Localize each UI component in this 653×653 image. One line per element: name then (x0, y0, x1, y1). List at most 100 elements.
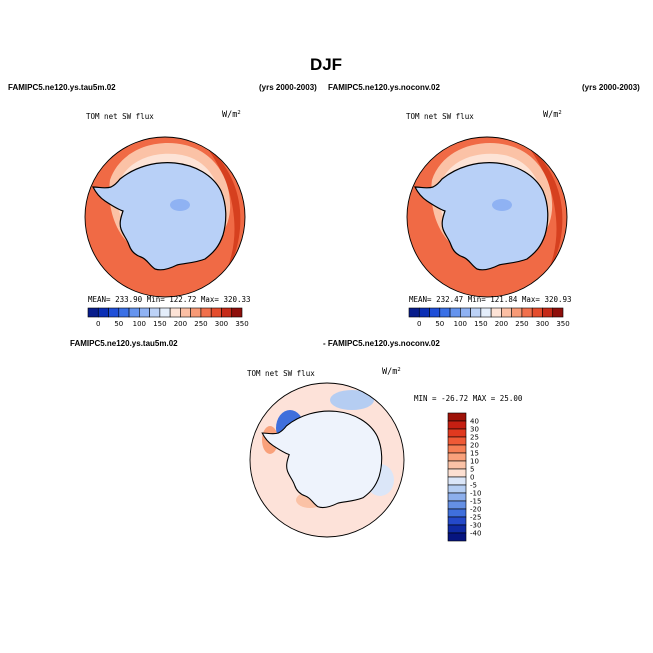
panel-c-map-rim (249, 382, 405, 538)
panel-a-colorbar-box-5 (139, 307, 150, 318)
bottom-case-b-label: - FAMIPC5.ne120.ys.noconv.02 (323, 339, 440, 348)
panel-a-colorbar-box-10 (190, 307, 202, 318)
panel-b-title: TOM net SW flux (406, 112, 474, 121)
panel-a-colorbar: 0 50 100 150 200 250 300 350 (87, 307, 249, 328)
panel-c-colorbar-box-0 (447, 412, 467, 422)
panel-a-colorbar-tick-7: 350 (235, 320, 248, 328)
panel-c-colorbar-box-14 (447, 524, 467, 534)
panel-b-map-rim (406, 136, 568, 298)
panel-a-colorbar-tick-2: 100 (133, 320, 146, 328)
panel-c-colorbar-tick-14: -40 (470, 530, 481, 538)
panel-c-colorbar-box-3 (447, 436, 467, 446)
panel-a-colorbar-box-7 (159, 307, 171, 318)
panel-c-units: W/m2 (382, 367, 401, 377)
panel-b-units: W/m2 (543, 110, 562, 120)
panel-b-colorbar-tick-2: 100 (454, 320, 467, 328)
panel-c-colorbar-tick-0: 40 (470, 418, 479, 426)
panel-a-colorbar-box-6 (149, 307, 161, 318)
panel-c-colorbar-box-8 (447, 476, 467, 486)
panel-b-ice-low (492, 199, 512, 211)
panel-c-map (250, 383, 404, 537)
panel-c-colorbar-tick-2: 25 (470, 434, 479, 442)
panel-c-colorbar-box-1 (447, 420, 467, 430)
panel-b-colorbar-tick-6: 300 (536, 320, 549, 328)
panel-c-colorbar-tick-3: 20 (470, 442, 479, 450)
panel-a-colorbar-tick-1: 50 (114, 320, 123, 328)
panel-c-colorbar-tick-13: -30 (470, 522, 481, 530)
panel-c-colorbar-box-15 (447, 532, 467, 542)
panel-c-colorbar-tick-12: -25 (470, 514, 481, 522)
panel-c-colorbar-tick-6: 5 (470, 466, 474, 474)
panel-b-colorbar-tick-1: 50 (435, 320, 444, 328)
panel-c-stats: MIN = -26.72 MAX = 25.00 (414, 394, 523, 403)
panel-b-map (407, 137, 567, 297)
figure-title: DJF (310, 55, 342, 74)
panel-b-colorbar-tick-7: 350 (556, 320, 569, 328)
panel-c-colorbar-box-6 (447, 460, 467, 470)
panel-c-colorbar-box-11 (447, 500, 467, 510)
panel-c: TOM net SW flux W/m2 MIN = -26.72 MAX = … (247, 367, 523, 542)
panel-c-colorbar-box-12 (447, 508, 467, 518)
panel-c-colorbar-tick-9: -10 (470, 490, 481, 498)
panel-a-colorbar-tick-5: 250 (194, 320, 207, 328)
panel-a-colorbar-tick-6: 300 (215, 320, 228, 328)
panel-a-colorbar-box-9 (180, 307, 191, 318)
panel-b-colorbar-box-2 (429, 307, 441, 318)
panel-b-colorbar-box-10 (511, 307, 523, 318)
panel-c-colorbar-box-7 (447, 468, 467, 478)
panel-b-east-band (527, 145, 563, 278)
panel-c-colorbar-box-10 (447, 492, 467, 502)
panel-c-title: TOM net SW flux (247, 369, 315, 378)
panel-c-colorbar-tick-10: -15 (470, 498, 481, 506)
panel-a-colorbar-box-0 (87, 307, 99, 318)
panel-b-colorbar: 0 50 100 150 200 250 300 350 (408, 307, 570, 328)
panel-a: TOM net SW flux W/m2 MEAN= 233.90 Min= 1… (84, 110, 251, 328)
panel-a-ice-low (170, 199, 190, 211)
panel-b-colorbar-box-0 (408, 307, 420, 318)
panel-a-colorbar-tick-4: 200 (174, 320, 187, 328)
panel-b-colorbar-box-11 (521, 307, 533, 318)
panel-a-colorbar-box-13 (221, 307, 233, 318)
panel-c-colorbar-tick-5: 10 (470, 458, 479, 466)
panel-a-colorbar-tick-0: 0 (96, 320, 100, 328)
panel-b-colorbar-box-7 (480, 307, 492, 318)
panel-c-colorbar-tick-8: -5 (470, 482, 477, 490)
panel-b-colorbar-box-14 (552, 307, 564, 318)
panel-c-colorbar-box-2 (447, 428, 467, 438)
panel-a-east-band (205, 145, 241, 278)
panel-b-colorbar-box-6 (470, 307, 482, 318)
panel-b-colorbar-box-5 (460, 307, 471, 318)
panel-a-colorbar-box-1 (97, 307, 109, 318)
panel-a-colorbar-box-14 (231, 307, 243, 318)
panel-c-colorbar-box-13 (447, 516, 467, 526)
panel-a-colorbar-box-3 (118, 307, 130, 318)
panel-a-colorbar-tick-3: 150 (153, 320, 166, 328)
panel-c-colorbar-tick-1: 30 (470, 426, 479, 434)
panel-a-colorbar-box-8 (169, 307, 181, 318)
panel-c-blue-patch-2 (330, 390, 374, 410)
panel-a-colorbar-box-4 (128, 307, 140, 318)
top-left-years-label: (yrs 2000-2003) (259, 83, 317, 92)
panel-b-stats: MEAN= 232.47 Min= 121.84 Max= 320.93 (409, 295, 572, 304)
panel-b-colorbar-box-9 (501, 307, 512, 318)
panel-c-colorbar-tick-7: 0 (470, 474, 474, 482)
panel-c-colorbar-box-5 (447, 452, 467, 462)
panel-b: TOM net SW flux W/m2 MEAN= 232.47 Min= 1… (406, 110, 572, 328)
panel-b-colorbar-box-8 (490, 307, 502, 318)
panel-a-map (85, 137, 245, 297)
panel-c-colorbar-box-9 (447, 484, 467, 494)
panel-a-title: TOM net SW flux (86, 112, 154, 121)
panel-b-colorbar-box-1 (418, 307, 430, 318)
panel-b-colorbar-tick-3: 150 (474, 320, 487, 328)
panel-a-colorbar-box-2 (108, 307, 120, 318)
panel-b-colorbar-box-13 (542, 307, 554, 318)
panel-b-colorbar-box-4 (449, 307, 461, 318)
panel-c-colorbar-tick-4: 15 (470, 450, 479, 458)
top-left-case-label: FAMIPC5.ne120.ys.tau5m.02 (8, 83, 116, 92)
panel-b-colorbar-tick-5: 250 (515, 320, 528, 328)
panel-b-colorbar-tick-4: 200 (495, 320, 508, 328)
top-right-case-label: FAMIPC5.ne120.ys.noconv.02 (328, 83, 440, 92)
panel-a-stats: MEAN= 233.90 Min= 122.72 Max= 320.33 (88, 295, 251, 304)
